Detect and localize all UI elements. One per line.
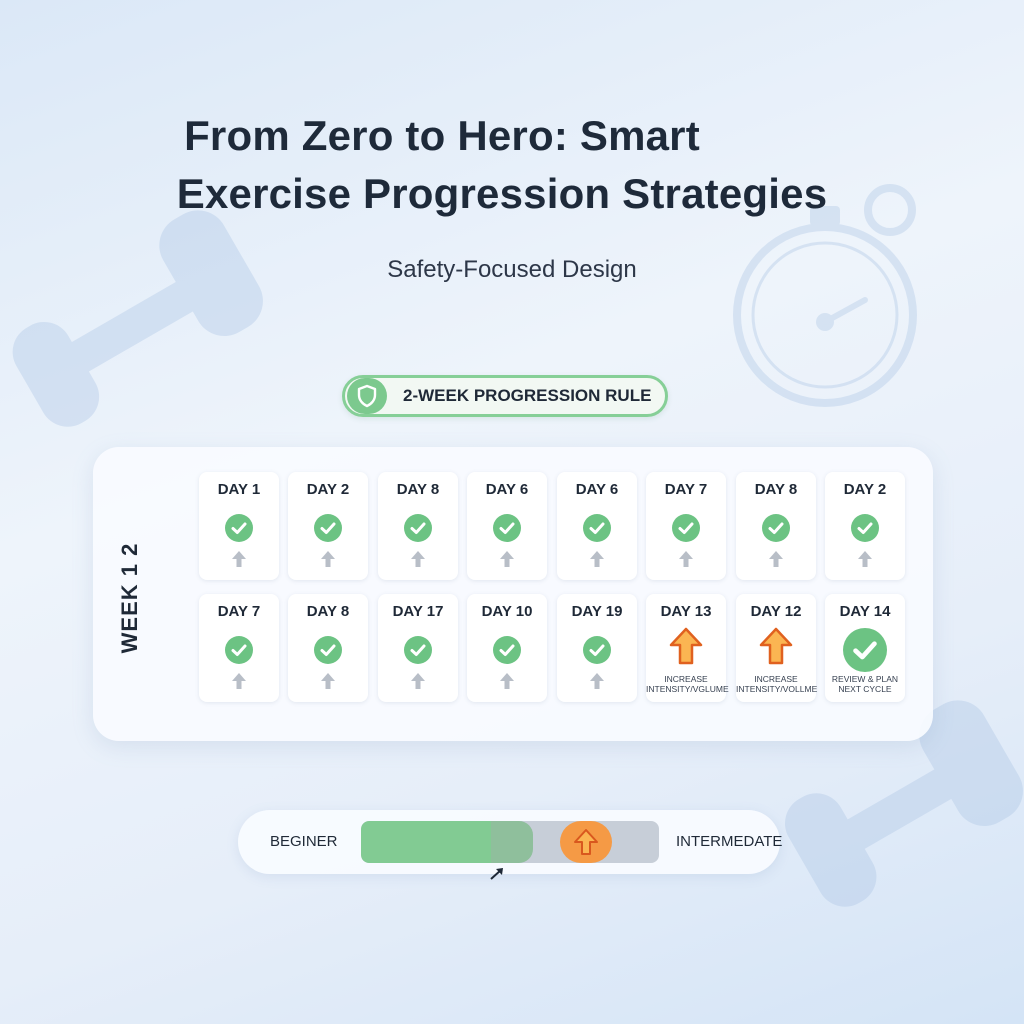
day-card: DAY 17 xyxy=(378,594,458,702)
day-card: DAY 2 xyxy=(288,472,368,580)
up-arrow-icon xyxy=(590,673,604,689)
progression-rule-badge: 2-WEEK PROGRESSION RULE xyxy=(342,375,668,417)
rule-badge-label: 2-WEEK PROGRESSION RULE xyxy=(403,386,652,405)
day-label: DAY 6 xyxy=(575,481,619,498)
increase-arrow-icon xyxy=(759,627,793,665)
cursor-icon xyxy=(490,868,503,880)
day-label: DAY 14 xyxy=(839,603,891,620)
up-arrow-icon xyxy=(232,673,246,689)
day-label: DAY 12 xyxy=(750,603,802,620)
day-card: DAY 12 INCREASE INTENSITY/VOLLME xyxy=(736,594,818,702)
day-card: DAY 8 xyxy=(736,472,816,580)
up-arrow-icon xyxy=(500,551,514,567)
day-card: DAY 6 xyxy=(467,472,547,580)
day-note: REVIEW & PLAN NEXT CYCLE xyxy=(831,674,899,694)
up-arrow-icon xyxy=(590,551,604,567)
check-icon xyxy=(493,514,521,542)
day-label: DAY 7 xyxy=(217,603,261,620)
week-label: WEEK 1 2 xyxy=(117,542,142,654)
progress-bar-shade xyxy=(491,821,533,863)
day-label: DAY 8 xyxy=(306,603,350,620)
progress-bar-fill xyxy=(361,821,499,863)
day-card: DAY 8 xyxy=(378,472,458,580)
day-label: DAY 2 xyxy=(843,481,887,498)
day-note: INCREASE INTENSITY/VOLLME xyxy=(736,674,818,694)
check-icon xyxy=(225,514,253,542)
page-title-line-2: Exercise Progression Strategies xyxy=(176,170,828,217)
day-label: DAY 2 xyxy=(306,481,350,498)
check-icon xyxy=(314,636,342,664)
progress-up-arrow-icon xyxy=(560,821,612,863)
dumbbell-right-icon xyxy=(784,700,1023,907)
day-card: DAY 2 xyxy=(825,472,905,580)
up-arrow-icon xyxy=(232,551,246,567)
day-card: DAY 10 xyxy=(467,594,547,702)
progress-end-label: INTERMEDATE xyxy=(676,833,783,850)
day-note: INCREASE INTENSITY/VGLUME xyxy=(646,674,729,694)
shield-icon xyxy=(347,378,387,414)
day-label: DAY 8 xyxy=(754,481,798,498)
check-icon xyxy=(851,514,879,542)
progress-start-label: BEGINER xyxy=(270,833,338,850)
day-label: DAY 13 xyxy=(660,603,712,620)
check-icon xyxy=(404,636,432,664)
check-icon xyxy=(843,628,887,672)
check-icon xyxy=(225,636,253,664)
check-icon xyxy=(493,636,521,664)
up-arrow-icon xyxy=(321,673,335,689)
check-icon xyxy=(762,514,790,542)
day-card: DAY 13 INCREASE INTENSITY/VGLUME xyxy=(646,594,729,702)
day-card: DAY 6 xyxy=(557,472,637,580)
day-card: DAY 19 xyxy=(557,594,637,702)
up-arrow-icon xyxy=(679,551,693,567)
day-label: DAY 10 xyxy=(481,603,533,620)
stopwatch-icon xyxy=(733,184,917,407)
day-card: DAY 1 xyxy=(199,472,279,580)
increase-arrow-icon xyxy=(669,627,703,665)
day-card: DAY 8 xyxy=(288,594,368,702)
subtitle: Safety-Focused Design xyxy=(387,256,637,283)
up-arrow-icon xyxy=(411,673,425,689)
check-icon xyxy=(672,514,700,542)
day-card: DAY 7 xyxy=(199,594,279,702)
day-label: DAY 1 xyxy=(217,481,261,498)
day-card: DAY 14 REVIEW & PLAN NEXT CYCLE xyxy=(825,594,905,702)
check-icon xyxy=(314,514,342,542)
dumbbell-left-icon xyxy=(12,210,263,427)
day-label: DAY 8 xyxy=(396,481,440,498)
up-arrow-icon xyxy=(411,551,425,567)
check-icon xyxy=(583,514,611,542)
day-card: DAY 7 xyxy=(646,472,726,580)
day-label: DAY 19 xyxy=(571,603,623,620)
up-arrow-icon xyxy=(769,551,783,567)
page-title-line-1: From Zero to Hero: Smart xyxy=(184,112,700,159)
up-arrow-icon xyxy=(321,551,335,567)
day-label: DAY 6 xyxy=(485,481,529,498)
check-icon xyxy=(583,636,611,664)
up-arrow-icon xyxy=(500,673,514,689)
day-label: DAY 7 xyxy=(664,481,708,498)
up-arrow-icon xyxy=(858,551,872,567)
check-icon xyxy=(404,514,432,542)
progress-bar xyxy=(361,821,659,863)
day-label: DAY 17 xyxy=(392,603,444,620)
